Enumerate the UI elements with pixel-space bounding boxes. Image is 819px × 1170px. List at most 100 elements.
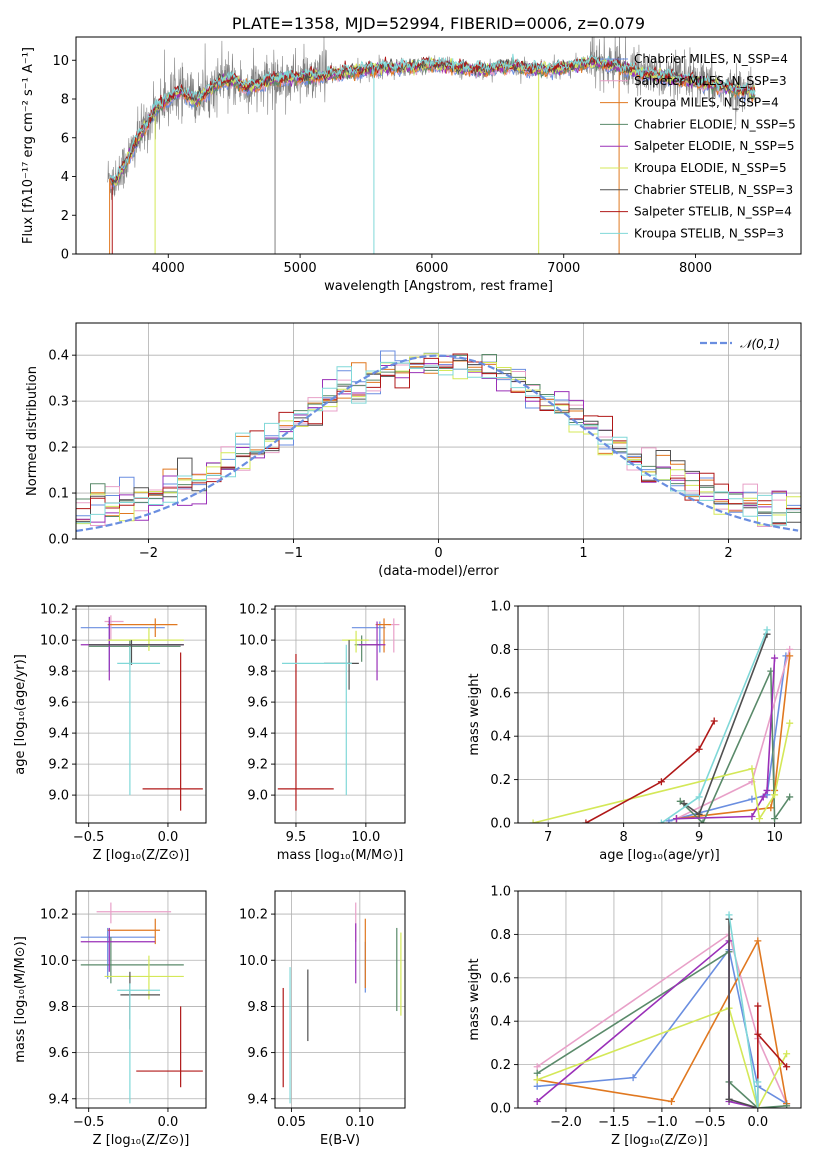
y-tick-label: 0.1 xyxy=(48,487,69,502)
x-tick-label: 9.5 xyxy=(286,830,307,845)
data-point xyxy=(725,1095,733,1103)
weight-line xyxy=(757,1006,788,1108)
y-tick-label: 10.0 xyxy=(40,634,69,649)
y-axis-label: mass [log₁₀(M/M⊙)] xyxy=(13,936,28,1063)
y-tick-label: 8 xyxy=(61,93,69,108)
y-tick-label: 10.2 xyxy=(40,603,69,618)
grid xyxy=(76,606,206,823)
y-tick-label: 10.2 xyxy=(40,908,69,923)
data-point xyxy=(759,793,767,801)
x-tick-label: −2 xyxy=(139,546,158,561)
x-tick-label: 8 xyxy=(620,830,628,845)
errorbar xyxy=(80,927,156,979)
y-tick-label: 1.0 xyxy=(490,600,511,615)
y-tick-label: 0.2 xyxy=(490,773,511,788)
grid xyxy=(76,891,206,1108)
data-point xyxy=(725,911,733,919)
x-tick-label: 0.0 xyxy=(747,1115,768,1130)
y-axis-label: mass weight xyxy=(467,958,482,1040)
legend-label: Kroupa STELIB, N_SSP=3 xyxy=(634,226,784,240)
x-tick-label: 7000 xyxy=(547,261,580,276)
y-tick-label: 9.6 xyxy=(247,1046,268,1061)
y-tick-label: 10.2 xyxy=(239,603,268,618)
data-point xyxy=(783,1063,791,1071)
data-point xyxy=(786,719,794,727)
x-tick-label: 4000 xyxy=(152,261,185,276)
data-point xyxy=(672,815,680,823)
legend-label: Kroupa MILES, N_SSP=4 xyxy=(634,96,779,110)
y-tick-label: 0.3 xyxy=(48,395,69,410)
y-tick-label: 9.6 xyxy=(48,696,69,711)
data-point xyxy=(754,937,762,945)
y-tick-label: 9.8 xyxy=(247,665,268,680)
errorbar xyxy=(281,644,352,796)
axes-frame xyxy=(75,890,207,1109)
data-point xyxy=(657,819,665,823)
axes-frame xyxy=(274,605,406,824)
weight-line xyxy=(585,720,715,823)
panel-spectrum: 4000 5000 6000 7000 8000 0 2 4 6 8 10 wavelength [A… xyxy=(21,14,802,294)
data-point xyxy=(529,819,537,823)
x-tick-label: 7 xyxy=(544,830,552,845)
data-point xyxy=(667,1097,675,1105)
weight-line xyxy=(668,655,787,822)
histogram-series xyxy=(76,353,801,525)
y-tick-label: 0.0 xyxy=(490,1102,511,1117)
legend-label: Chabrier MILES, N_SSP=4 xyxy=(634,52,788,66)
errorbar xyxy=(142,652,203,811)
data-point xyxy=(710,717,718,725)
plot-area xyxy=(76,323,801,539)
panel-mass-vs-Z: −0.5 0.0 9.4 9.6 9.8 10.0 10.2 Z [log₁₀(Z/Z⊙)] m… xyxy=(13,890,207,1148)
errorbar xyxy=(104,955,184,1000)
data-point xyxy=(533,1082,541,1090)
x-axis-label: Z [log₁₀(Z/Z⊙)] xyxy=(611,1133,708,1148)
grid xyxy=(275,606,405,823)
plot-area xyxy=(518,891,801,1108)
x-axis-label: age [log₁₀(age/yr)] xyxy=(599,848,720,863)
x-tick-label: 10 xyxy=(766,830,783,845)
data-point xyxy=(763,626,771,634)
y-tick-label: 9.4 xyxy=(48,1092,69,1107)
legend-label: Kroupa ELODIE, N_SSP=5 xyxy=(634,161,787,175)
x-tick-label: −0.5 xyxy=(694,1115,726,1130)
data-point xyxy=(754,1030,762,1038)
errorbar xyxy=(375,618,392,653)
errorbar xyxy=(277,654,334,811)
histogram-series xyxy=(76,361,801,526)
data-point xyxy=(771,791,779,799)
errorbar xyxy=(96,902,172,924)
y-axis-label: Normed distribution xyxy=(25,366,40,496)
y-tick-label: 9.0 xyxy=(48,789,69,804)
data-point xyxy=(676,797,684,805)
errorbar xyxy=(80,927,156,972)
y-tick-label: 9.0 xyxy=(247,789,268,804)
x-tick-label: 0.0 xyxy=(158,1115,179,1130)
y-tick-label: 0.2 xyxy=(490,1058,511,1073)
errorbar xyxy=(120,971,161,1030)
panel-weight-vs-age: 7 8 9 10 0.0 0.2 0.4 0.6 0.8 1.0 age [log₁₀(age/yr… xyxy=(467,600,802,863)
x-tick-label: −0.5 xyxy=(73,830,105,845)
y-tick-label: 0.2 xyxy=(48,441,69,456)
axes-frame xyxy=(517,605,802,824)
legend-label: 𝒩(0,1) xyxy=(740,337,780,351)
data-point xyxy=(657,778,665,786)
errorbar xyxy=(388,618,400,653)
data-point xyxy=(629,1074,637,1082)
legend: Chabrier MILES, N_SSP=4 Salpeter MILES, N… xyxy=(600,52,796,240)
axes-frame xyxy=(75,36,802,255)
model-line xyxy=(109,53,756,181)
errorbar xyxy=(117,983,161,1104)
x-tick-label: 0.10 xyxy=(345,1115,374,1130)
weight-line xyxy=(660,629,768,823)
errorbar xyxy=(351,621,386,653)
x-tick-label: 8000 xyxy=(679,261,712,276)
y-tick-label: 0.6 xyxy=(490,971,511,986)
data-point xyxy=(695,745,703,753)
x-axis-label: mass [log₁₀(M/M⊙)] xyxy=(277,848,404,863)
panel-age-vs-Z: −0.5 0.0 9.0 9.2 9.4 9.6 9.8 10.0 10.2 Z [log₁₀(Z… xyxy=(13,603,207,863)
plot-area xyxy=(275,891,405,1108)
x-tick-label: 5000 xyxy=(284,261,317,276)
y-tick-label: 0.8 xyxy=(490,928,511,943)
legend-label: Salpeter ELODIE, N_SSP=5 xyxy=(634,139,795,153)
panel-weight-vs-Z: −2.0 −1.5 −1.0 −0.5 0.0 0.0 0.2 0.4 0.6 0.8 1.0 Z [… xyxy=(467,885,802,1148)
